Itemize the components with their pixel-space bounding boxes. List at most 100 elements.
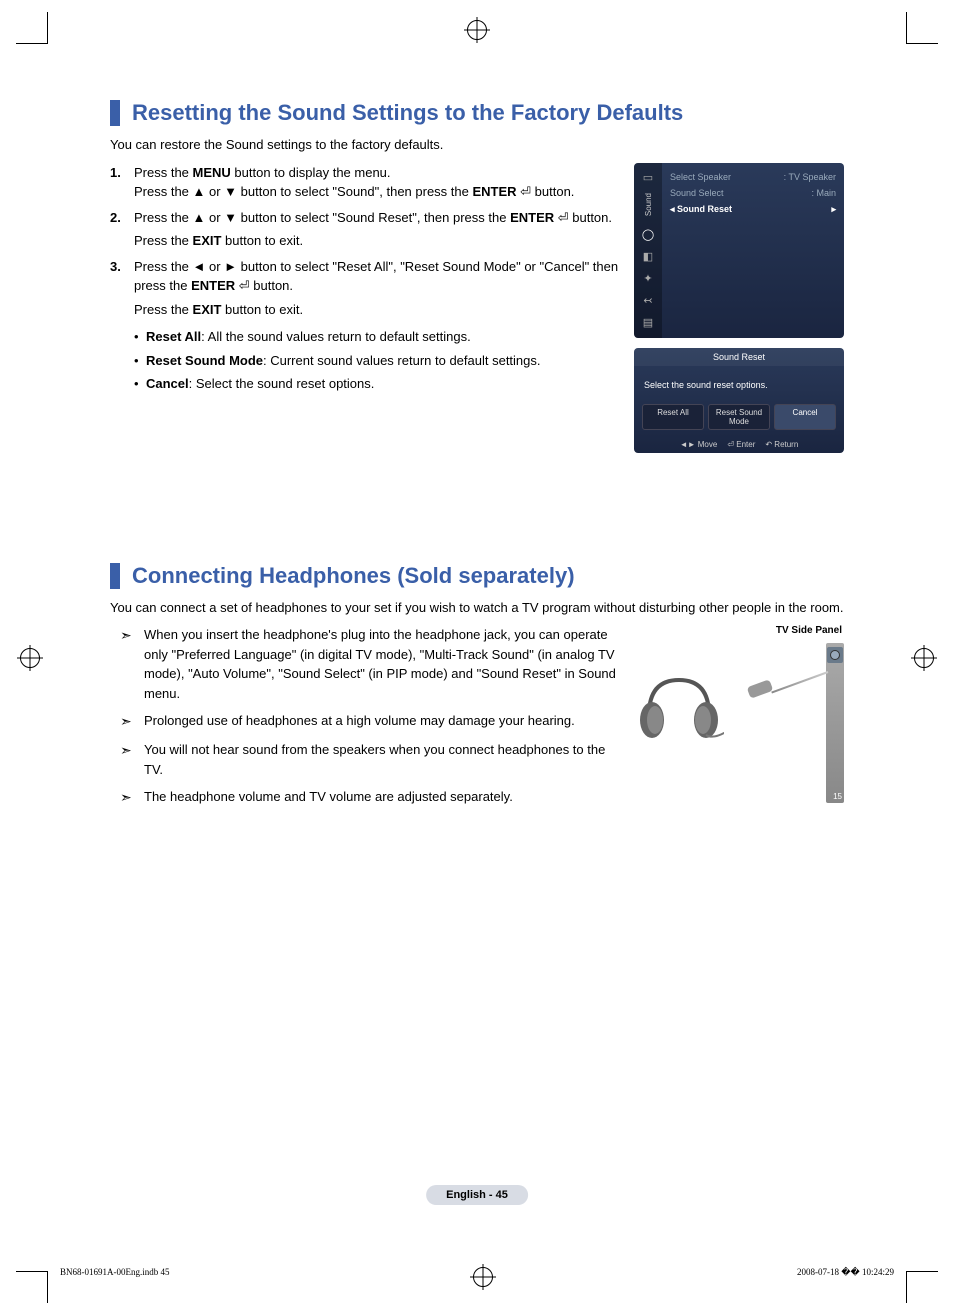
note-arrow-icon: ➣	[120, 625, 144, 703]
bullet-item: • Cancel: Select the sound reset options…	[134, 374, 619, 394]
text: Press the ▲ or ▼ button to select "Sound…	[134, 210, 510, 225]
text: Press the	[134, 302, 193, 317]
headphone-diagram: TV Side Panel 15	[634, 625, 844, 805]
step-body: Press the ▲ or ▼ button to select "Sound…	[134, 208, 619, 251]
text: Press the	[134, 233, 193, 248]
section2-intro: You can connect a set of headphones to y…	[110, 599, 844, 617]
bullet-dot: •	[134, 327, 146, 347]
osd-row-selected: ◂ Sound Reset ▸	[670, 201, 836, 218]
text-bold: ENTER	[472, 184, 516, 199]
crop-mark	[16, 43, 48, 44]
text-bold: ENTER	[191, 278, 235, 293]
setup-icon: ✦	[640, 272, 656, 286]
osd-side-label: Sound	[644, 193, 653, 216]
dialog-footer: ◄► Move ⏎ Enter ↶ Return	[634, 436, 844, 453]
print-timestamp: 2008-07-18 �� 10:24:29	[797, 1267, 894, 1287]
step-body: Press the MENU button to display the men…	[134, 163, 619, 202]
note-text: The headphone volume and TV volume are a…	[144, 787, 513, 808]
step-num: 1.	[110, 163, 134, 202]
osd-label: Sound Select	[670, 188, 724, 198]
note-arrow-icon: ➣	[120, 711, 144, 732]
osd-value: : Main	[811, 188, 836, 198]
section2-title: Connecting Headphones (Sold separately)	[110, 563, 844, 589]
text-bold: Reset All	[146, 329, 201, 344]
bullet-item: • Reset All: All the sound values return…	[134, 327, 619, 347]
channel-icon: ◧	[640, 250, 656, 264]
step-1: 1. Press the MENU button to display the …	[110, 163, 619, 202]
text-bold: EXIT	[193, 233, 222, 248]
osd-main: Select Speaker : TV Speaker Sound Select…	[662, 163, 844, 338]
section2-left: ➣ When you insert the headphone's plug i…	[110, 625, 619, 816]
section1-intro: You can restore the Sound settings to th…	[110, 136, 844, 154]
crop-mark	[16, 1271, 48, 1272]
text: ⏎ button.	[554, 210, 612, 225]
dialog-foot-return: ↶ Return	[765, 440, 798, 449]
registration-mark-right	[914, 648, 934, 668]
crop-mark	[906, 12, 907, 44]
dialog-body: Select the sound reset options.	[634, 366, 844, 404]
note-item: ➣ The headphone volume and TV volume are…	[120, 787, 619, 808]
dialog-btn-reset-all: Reset All	[642, 404, 704, 430]
dialog-foot-enter: ⏎ Enter	[727, 440, 755, 449]
text: button to exit.	[221, 233, 303, 248]
input-icon: ↢	[640, 294, 656, 308]
osd-label: Select Speaker	[670, 172, 731, 182]
dialog-btn-reset-mode: Reset Sound Mode	[708, 404, 770, 430]
text: Press the	[134, 165, 193, 180]
note-item: ➣ Prolonged use of headphones at a high …	[120, 711, 619, 732]
step-2: 2. Press the ▲ or ▼ button to select "So…	[110, 208, 619, 251]
note-text: When you insert the headphone's plug int…	[144, 625, 619, 703]
osd-menu: ▭ Sound ◯ ◧ ✦ ↢ ▤ Select Speaker : TV Sp…	[634, 163, 844, 338]
text-bold: MENU	[193, 165, 231, 180]
bullet-dot: •	[134, 351, 146, 371]
text: button to exit.	[221, 302, 303, 317]
section2-right: TV Side Panel 15	[634, 625, 844, 816]
bullet-dot: •	[134, 374, 146, 394]
dialog-buttons: Reset All Reset Sound Mode Cancel	[634, 404, 844, 436]
text-bold: Reset Sound Mode	[146, 353, 263, 368]
panel-number: 15	[833, 792, 842, 801]
note-arrow-icon: ➣	[120, 787, 144, 808]
bullet-list: • Reset All: All the sound values return…	[134, 327, 619, 394]
step-num: 3.	[110, 257, 134, 320]
registration-mark-bottom	[473, 1267, 493, 1287]
print-footer: BN68-01691A-00Eng.indb 45 2008-07-18 �� …	[60, 1267, 894, 1287]
note-list: ➣ When you insert the headphone's plug i…	[120, 625, 619, 808]
note-item: ➣ When you insert the headphone's plug i…	[120, 625, 619, 703]
app-icon: ▤	[640, 316, 656, 330]
text: ⏎ button.	[235, 278, 293, 293]
tv-panel-strip	[826, 643, 844, 803]
arrow-right-icon: ▸	[831, 204, 836, 215]
tv-side-panel-label: TV Side Panel	[634, 625, 844, 636]
section2-body: ➣ When you insert the headphone's plug i…	[110, 625, 844, 816]
plug-cable	[771, 671, 828, 693]
note-text: Prolonged use of headphones at a high vo…	[144, 711, 575, 732]
crop-mark	[906, 43, 938, 44]
note-arrow-icon: ➣	[120, 740, 144, 779]
dialog-sound-reset: Sound Reset Select the sound reset optio…	[634, 348, 844, 453]
step-body: Press the ◄ or ► button to select "Reset…	[134, 257, 619, 320]
registration-mark-left	[20, 648, 40, 668]
text: button to display the menu.	[231, 165, 391, 180]
text: Press the ▲ or ▼ button to select "Sound…	[134, 184, 472, 199]
content: Resetting the Sound Settings to the Fact…	[50, 100, 904, 816]
note-item: ➣ You will not hear sound from the speak…	[120, 740, 619, 779]
crop-mark	[906, 1271, 907, 1303]
text: : All the sound values return to default…	[201, 329, 471, 344]
text-bold: EXIT	[193, 302, 222, 317]
dialog-btn-cancel: Cancel	[774, 404, 836, 430]
osd-sidebar: ▭ Sound ◯ ◧ ✦ ↢ ▤	[634, 163, 662, 338]
text-bold: Cancel	[146, 376, 189, 391]
section1-right: ▭ Sound ◯ ◧ ✦ ↢ ▤ Select Speaker : TV Sp…	[634, 163, 844, 453]
step-3: 3. Press the ◄ or ► button to select "Re…	[110, 257, 619, 320]
headphone-icon	[634, 665, 724, 745]
osd-label: Sound Reset	[677, 204, 732, 214]
step-num: 2.	[110, 208, 134, 251]
sound-icon: ◯	[640, 228, 656, 242]
registration-mark-top	[467, 20, 487, 40]
osd-row: Select Speaker : TV Speaker	[670, 169, 836, 185]
page: Resetting the Sound Settings to the Fact…	[0, 0, 954, 1315]
text: : Select the sound reset options.	[189, 376, 375, 391]
crop-mark	[47, 12, 48, 44]
indb-filename: BN68-01691A-00Eng.indb 45	[60, 1267, 170, 1287]
